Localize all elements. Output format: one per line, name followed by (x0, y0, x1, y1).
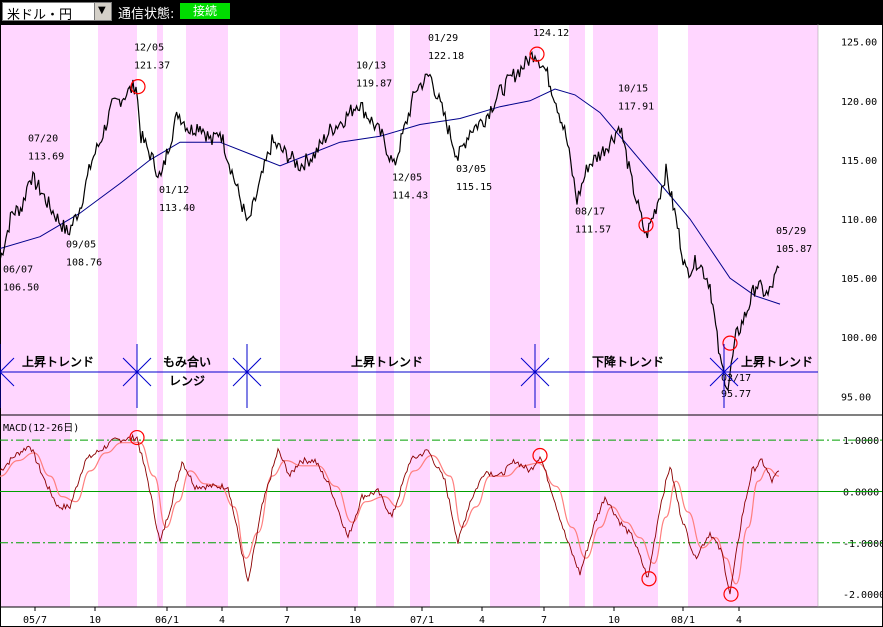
trend-label: 上昇トレンド (741, 354, 813, 369)
toolbar: 米ドル・円 ▼ 通信状態: 接続 (0, 0, 883, 24)
price-annotation-value: 114.43 (392, 191, 428, 202)
price-annotation-date: 01/12 (159, 185, 189, 196)
shaded-band (569, 24, 585, 607)
shaded-band (410, 24, 430, 607)
x-tick-label: 7 (284, 615, 290, 626)
x-tick-label: 07/1 (410, 615, 434, 626)
chart-area: 125.00 120.00 115.00 110.00 105.00 100.00 95.0… (0, 24, 883, 627)
macd-marker-circle (532, 447, 548, 464)
trend-divider-cross (520, 357, 550, 387)
macd-title: MACD(12-26日) (3, 423, 79, 434)
price-annotation-value: 121.37 (134, 61, 170, 72)
trend-divider-cross (709, 357, 739, 387)
moving-average-line (0, 88, 781, 305)
x-tick-label: 08/1 (671, 615, 695, 626)
shaded-band (593, 24, 658, 607)
chevron-down-icon[interactable]: ▼ (94, 3, 111, 20)
x-tick-label: 06/1 (155, 615, 179, 626)
price-annotation-date: 12/05 (134, 43, 164, 54)
trend-label: 上昇トレンド (351, 354, 423, 369)
currency-pair-select[interactable]: 米ドル・円 ▼ (2, 2, 112, 23)
currency-pair-label: 米ドル・円 (7, 8, 73, 23)
price-annotation-value: 115.15 (456, 182, 492, 193)
price-line (0, 50, 780, 392)
price-annotation-date: 06/07 (3, 264, 33, 275)
macd-marker-circle (129, 429, 145, 446)
price-annotation-value: 105.87 (776, 244, 812, 255)
trend-divider-cross (0, 371, 15, 387)
connection-status-label: 通信状態: (118, 7, 175, 22)
y-tick-label: 105.00 (841, 274, 877, 285)
y-tick-label: 95.00 (841, 392, 871, 403)
macd-marker-circle (723, 586, 739, 602)
macd-chart: MACD(12-26日) 1.0000 0.0000 -1.0000 -2.0000 (0, 423, 883, 602)
x-tick-label: 4 (736, 615, 742, 626)
x-tick-label: 7 (541, 615, 547, 626)
trend-divider-cross (0, 357, 15, 373)
macd-y-tick-label: 1.0000 (843, 436, 879, 447)
price-annotation-value: 119.87 (356, 78, 392, 89)
price-annotation-date: 08/17 (575, 206, 605, 217)
trend-label: もみ合い (163, 354, 211, 369)
price-annotation-date: 10/13 (356, 60, 386, 71)
macd-y-tick-label: -2.0000 (843, 590, 883, 601)
price-annotation-date: 01/29 (428, 33, 458, 44)
y-tick-label: 125.00 (841, 38, 877, 49)
marker-circle (722, 335, 738, 351)
macd-marker-circle (641, 571, 657, 587)
price-annotation-date: 09/05 (66, 240, 96, 251)
macd-y-tick-label: 0.0000 (843, 487, 879, 498)
price-annotation-value: 122.18 (428, 51, 464, 62)
y-tick-label: 120.00 (841, 97, 877, 108)
price-annotation-value: 117.91 (618, 102, 654, 113)
price-annotation-value: 95.77 (721, 389, 751, 400)
shaded-periods (0, 24, 818, 607)
x-tick-label: 4 (479, 615, 485, 626)
price-annotation-date: 10/15 (618, 84, 648, 95)
x-tick-label: 10 (349, 615, 361, 626)
price-annotation-date: 03/05 (456, 164, 486, 175)
price-annotation-value: 124.12 (533, 28, 569, 39)
y-tick-label: 100.00 (841, 333, 877, 344)
price-annotation-date: 07/20 (28, 133, 58, 144)
trend-divider-cross (122, 357, 152, 387)
trend-divider-cross (232, 357, 262, 387)
x-tick-label: 05/7 (23, 615, 47, 626)
price-annotation-value: 108.76 (66, 258, 102, 269)
price-annotation-value: 113.69 (28, 151, 64, 162)
trend-label: 下降トレンド (592, 354, 664, 369)
shaded-band (688, 24, 818, 607)
shaded-band (376, 24, 394, 607)
trend-label: レンジ (169, 374, 205, 388)
shaded-band (157, 24, 163, 607)
price-annotation-date: 03/17 (721, 373, 751, 384)
shaded-band (186, 24, 228, 607)
price-annotation-date: 05/29 (776, 226, 806, 237)
price-annotation-value: 113.40 (159, 203, 195, 214)
connection-status-badge: 接続 (180, 3, 230, 19)
price-annotation-value: 111.57 (575, 224, 611, 235)
x-tick-label: 10 (89, 615, 101, 626)
x-axis: 05/7 10 06/1 4 7 10 07/1 4 7 10 08/1 4 (23, 607, 742, 626)
y-tick-label: 110.00 (841, 215, 877, 226)
price-annotation-date: 12/05 (392, 173, 422, 184)
macd-y-tick-label: -1.0000 (843, 539, 883, 550)
marker-circle (130, 79, 146, 95)
marker-circle (638, 217, 654, 233)
x-tick-label: 10 (608, 615, 620, 626)
y-tick-label: 115.00 (841, 156, 877, 167)
macd-signal-line (0, 442, 780, 585)
marker-circle (529, 46, 545, 62)
shaded-band (98, 24, 137, 607)
price-chart: 125.00 120.00 115.00 110.00 105.00 100.00 95.0… (0, 28, 877, 408)
price-annotation-value: 106.50 (3, 282, 39, 293)
x-tick-label: 4 (219, 615, 225, 626)
shaded-band (0, 24, 70, 607)
trend-label: 上昇トレンド (22, 354, 94, 369)
shaded-band (490, 24, 540, 607)
